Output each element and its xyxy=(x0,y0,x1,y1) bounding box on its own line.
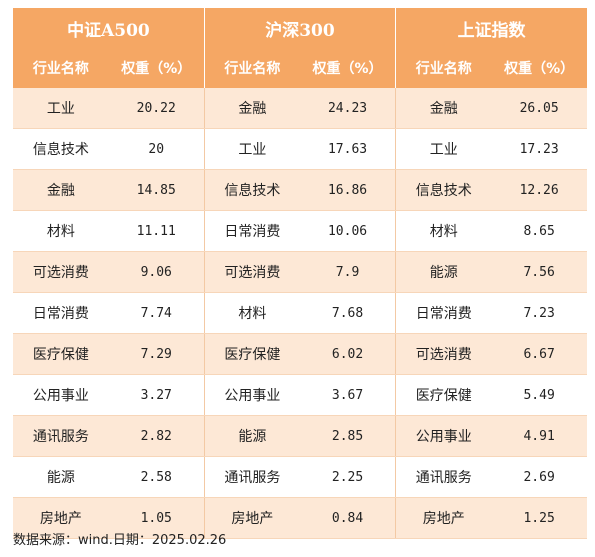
industry-cell: 可选消费 xyxy=(203,251,300,293)
industry-cell: 材料 xyxy=(203,292,300,334)
weight-cell: 7.68 xyxy=(299,292,396,334)
weight-cell: 4.91 xyxy=(491,415,587,457)
table-row: 工业 20.22 金融 24.23 金融 26.05 xyxy=(13,88,587,129)
industry-cell: 信息技术 xyxy=(13,128,109,170)
industry-cell: 医疗保健 xyxy=(203,333,300,375)
weight-cell: 3.67 xyxy=(299,374,396,416)
weight-cell: 2.82 xyxy=(108,415,205,457)
column-header-weight: 权重（%） xyxy=(108,48,205,88)
industry-cell: 房地产 xyxy=(395,497,492,539)
industry-cell: 可选消费 xyxy=(395,333,492,375)
industry-cell: 医疗保健 xyxy=(395,374,492,416)
weight-cell: 2.85 xyxy=(299,415,396,457)
weight-cell: 17.63 xyxy=(299,128,396,170)
weight-cell: 2.69 xyxy=(491,456,587,498)
weight-cell: 7.23 xyxy=(491,292,587,334)
column-header-row: 行业名称 权重（%） 行业名称 权重（%） 行业名称 权重（%） xyxy=(13,48,587,88)
weight-cell: 7.74 xyxy=(108,292,205,334)
table-row: 公用事业 3.27 公用事业 3.67 医疗保健 5.49 xyxy=(13,374,587,416)
weight-cell: 11.11 xyxy=(108,210,205,252)
industry-cell: 金融 xyxy=(395,88,492,129)
weight-cell: 0.84 xyxy=(299,497,396,539)
industry-cell: 金融 xyxy=(13,169,109,211)
weight-cell: 14.85 xyxy=(108,169,205,211)
weight-cell: 16.86 xyxy=(299,169,396,211)
industry-cell: 日常消费 xyxy=(395,292,492,334)
industry-cell: 金融 xyxy=(203,88,300,129)
weight-cell: 24.23 xyxy=(299,88,396,129)
weight-cell: 6.67 xyxy=(491,333,587,375)
weight-cell: 10.06 xyxy=(299,210,396,252)
industry-cell: 能源 xyxy=(395,251,492,293)
index-title-csi-a500: 中证A500 xyxy=(13,8,205,48)
weight-cell: 6.02 xyxy=(299,333,396,375)
table-row: 信息技术 20 工业 17.63 工业 17.23 xyxy=(13,128,587,170)
column-header-weight: 权重（%） xyxy=(491,48,587,88)
weight-cell: 5.49 xyxy=(491,374,587,416)
industry-cell: 材料 xyxy=(13,210,109,252)
industry-cell: 公用事业 xyxy=(395,415,492,457)
industry-cell: 信息技术 xyxy=(395,169,492,211)
table-row: 通讯服务 2.82 能源 2.85 公用事业 4.91 xyxy=(13,415,587,457)
industry-cell: 可选消费 xyxy=(13,251,109,293)
weight-cell: 8.65 xyxy=(491,210,587,252)
table-row: 医疗保健 7.29 医疗保健 6.02 可选消费 6.67 xyxy=(13,333,587,375)
weight-cell: 1.05 xyxy=(108,497,205,539)
table-row: 材料 11.11 日常消费 10.06 材料 8.65 xyxy=(13,210,587,252)
weight-cell: 12.26 xyxy=(491,169,587,211)
table-body: 工业 20.22 金融 24.23 金融 26.05 信息技术 20 工业 17.63 工业 17.2… xyxy=(13,88,587,539)
industry-cell: 能源 xyxy=(203,415,300,457)
industry-cell: 房地产 xyxy=(203,497,300,539)
industry-cell: 材料 xyxy=(395,210,492,252)
industry-cell: 信息技术 xyxy=(203,169,300,211)
industry-cell: 工业 xyxy=(203,128,300,170)
column-header-industry: 行业名称 xyxy=(395,48,492,88)
industry-cell: 日常消费 xyxy=(203,210,300,252)
industry-cell: 公用事业 xyxy=(203,374,300,416)
industry-cell: 能源 xyxy=(13,456,109,498)
weight-cell: 26.05 xyxy=(491,88,587,129)
industry-cell: 通讯服务 xyxy=(13,415,109,457)
column-header-industry: 行业名称 xyxy=(13,48,109,88)
weight-cell: 20.22 xyxy=(108,88,205,129)
weight-cell: 2.25 xyxy=(299,456,396,498)
index-title-sse-composite: 上证指数 xyxy=(395,8,587,48)
weight-cell: 9.06 xyxy=(108,251,205,293)
weight-cell: 7.9 xyxy=(299,251,396,293)
index-title-row: 中证A500 沪深300 上证指数 xyxy=(13,8,587,48)
weight-cell: 2.58 xyxy=(108,456,205,498)
weight-cell: 17.23 xyxy=(491,128,587,170)
industry-cell: 工业 xyxy=(395,128,492,170)
industry-cell: 工业 xyxy=(13,88,109,129)
table-row: 金融 14.85 信息技术 16.86 信息技术 12.26 xyxy=(13,169,587,211)
table-row: 可选消费 9.06 可选消费 7.9 能源 7.56 xyxy=(13,251,587,293)
industry-cell: 医疗保健 xyxy=(13,333,109,375)
weight-cell: 20 xyxy=(108,128,205,170)
table-row: 日常消费 7.74 材料 7.68 日常消费 7.23 xyxy=(13,292,587,334)
table-row: 房地产 1.05 房地产 0.84 房地产 1.25 xyxy=(13,497,587,539)
index-title-csi-300: 沪深300 xyxy=(203,8,396,48)
industry-cell: 公用事业 xyxy=(13,374,109,416)
industry-weights-table: 中证A500 沪深300 上证指数 行业名称 权重（%） 行业名称 权重（%） … xyxy=(13,8,587,539)
weight-cell: 7.29 xyxy=(108,333,205,375)
industry-cell: 房地产 xyxy=(13,497,109,539)
industry-cell: 通讯服务 xyxy=(203,456,300,498)
column-header-industry: 行业名称 xyxy=(203,48,300,88)
weights-table-container: 中证A500 沪深300 上证指数 行业名称 权重（%） 行业名称 权重（%） … xyxy=(13,8,587,539)
industry-cell: 通讯服务 xyxy=(395,456,492,498)
weight-cell: 3.27 xyxy=(108,374,205,416)
weight-cell: 1.25 xyxy=(491,497,587,539)
industry-cell: 日常消费 xyxy=(13,292,109,334)
data-source-note: 数据来源：wind.日期：2025.02.26 xyxy=(13,533,227,548)
table-row: 能源 2.58 通讯服务 2.25 通讯服务 2.69 xyxy=(13,456,587,498)
column-header-weight: 权重（%） xyxy=(299,48,396,88)
weight-cell: 7.56 xyxy=(491,251,587,293)
